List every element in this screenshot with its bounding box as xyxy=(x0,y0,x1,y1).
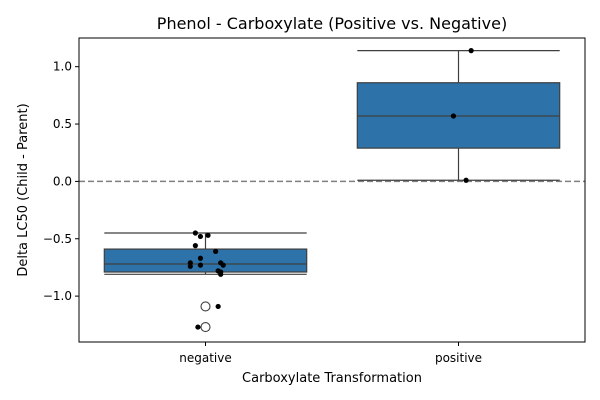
data-point xyxy=(215,303,221,310)
data-point xyxy=(220,262,226,268)
outlier-marker xyxy=(200,322,211,333)
data-point xyxy=(195,324,201,330)
plot-frame xyxy=(78,37,586,343)
y-axis-label: Delta LC50 (Child - Parent) xyxy=(16,103,31,276)
outlier-marker xyxy=(200,301,211,312)
data-point xyxy=(450,113,457,119)
data-point xyxy=(463,177,469,183)
x-tick-label: negative xyxy=(179,351,231,365)
data-point xyxy=(218,271,224,277)
x-tick-label: positive xyxy=(435,351,482,365)
x-axis-label: Carboxylate Transformation xyxy=(242,371,422,386)
y-tick-label: 1.0 xyxy=(53,60,72,74)
y-tick-label: −0.5 xyxy=(43,232,72,246)
data-point xyxy=(205,232,211,238)
plot-area xyxy=(79,48,585,333)
y-tick-label: 0.0 xyxy=(53,174,72,188)
data-point xyxy=(192,243,198,249)
box-negative xyxy=(103,248,308,273)
data-point xyxy=(468,48,474,54)
data-point xyxy=(197,262,204,268)
data-point xyxy=(213,248,219,254)
data-point xyxy=(197,233,204,240)
y-tick-label: 0.5 xyxy=(53,117,72,131)
chart-title: Phenol - Carboxylate (Positive vs. Negat… xyxy=(157,14,507,33)
data-point xyxy=(197,255,204,261)
y-tick-label: −1.0 xyxy=(43,289,72,303)
axes: −1.0 −0.5 0.0 0.5 1.0 negative positive xyxy=(43,60,482,365)
data-point xyxy=(192,230,198,236)
data-point xyxy=(187,263,193,269)
